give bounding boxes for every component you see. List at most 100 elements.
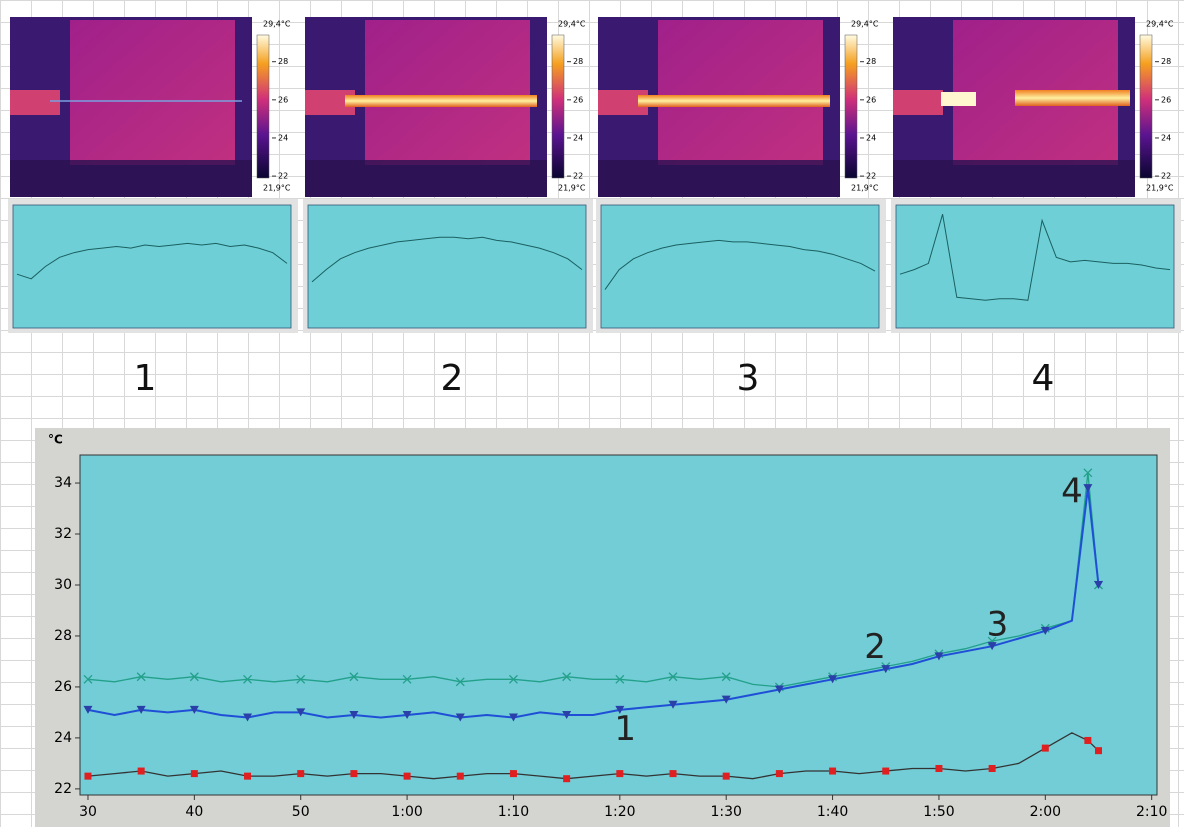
point bbox=[615, 674, 625, 684]
point bbox=[616, 770, 624, 778]
scale-tick-label: 24 bbox=[278, 133, 288, 142]
thermal-panel: 29,4°C 21,9°C 28 26 24 22 bbox=[596, 17, 886, 333]
scale-min: 21,9°C bbox=[851, 184, 879, 193]
point bbox=[722, 772, 730, 780]
point bbox=[189, 705, 199, 714]
scale-max: 29,4°C bbox=[1146, 20, 1174, 29]
hot-line bbox=[941, 92, 976, 106]
profile-plot bbox=[307, 204, 587, 329]
point bbox=[935, 764, 943, 772]
point bbox=[137, 767, 145, 775]
point bbox=[1094, 747, 1102, 755]
point bbox=[297, 770, 305, 778]
color-scale bbox=[1139, 34, 1153, 179]
profile-line bbox=[604, 239, 876, 290]
point bbox=[1093, 580, 1103, 589]
series-line bbox=[87, 487, 1100, 719]
hot-line bbox=[638, 95, 830, 107]
y-tick-label: 26 bbox=[54, 679, 72, 695]
point bbox=[83, 705, 93, 714]
x-tick-label: 2:00 bbox=[1030, 804, 1061, 820]
scale-tick-label: 26 bbox=[573, 95, 583, 104]
thermal-panel: 29,4°C 21,9°C 28 26 24 22 bbox=[891, 17, 1181, 333]
x-tick-label: 1:30 bbox=[710, 804, 741, 820]
x-tick-label: 40 bbox=[185, 804, 203, 820]
scale-tick-label: 28 bbox=[1161, 57, 1171, 66]
point bbox=[243, 674, 252, 684]
point bbox=[934, 652, 944, 661]
scale-tick-label: 28 bbox=[866, 57, 876, 66]
color-scale bbox=[256, 34, 270, 179]
point bbox=[775, 770, 783, 778]
point bbox=[190, 770, 198, 778]
point bbox=[562, 672, 572, 682]
series-line bbox=[87, 472, 1100, 688]
point bbox=[563, 775, 571, 783]
point bbox=[668, 672, 678, 682]
y-tick-label: 22 bbox=[54, 781, 72, 797]
scale-max: 29,4°C bbox=[263, 20, 291, 29]
thermal-body bbox=[365, 20, 530, 165]
point bbox=[189, 672, 199, 682]
scale-tick-label: 24 bbox=[573, 133, 583, 142]
point bbox=[83, 674, 93, 684]
point bbox=[243, 713, 253, 722]
point bbox=[456, 772, 464, 780]
panel-number: 2 bbox=[441, 358, 464, 399]
profile-plot bbox=[895, 204, 1175, 329]
point bbox=[829, 767, 837, 775]
scale-tick-label: 24 bbox=[1161, 133, 1171, 142]
scale-tick-label: 28 bbox=[573, 57, 583, 66]
point bbox=[455, 713, 465, 722]
panel-number: 1 bbox=[134, 358, 157, 399]
point bbox=[828, 675, 838, 684]
thermal-body bbox=[70, 20, 235, 165]
annotation: 4 bbox=[1061, 472, 1083, 512]
thermal-shadow bbox=[893, 160, 1135, 197]
profile-line bbox=[899, 214, 1171, 301]
scale-tick-label: 26 bbox=[866, 95, 876, 104]
point bbox=[721, 695, 731, 704]
plot-area bbox=[79, 454, 1158, 796]
point bbox=[244, 772, 252, 780]
scale-tick-label: 24 bbox=[866, 133, 876, 142]
point bbox=[987, 642, 997, 651]
point bbox=[136, 672, 146, 682]
scale-max: 29,4°C bbox=[851, 20, 879, 29]
point bbox=[882, 767, 890, 775]
point bbox=[615, 705, 625, 714]
scale-min: 21,9°C bbox=[558, 184, 586, 193]
hot-line bbox=[345, 95, 537, 107]
x-tick-label: 1:00 bbox=[391, 804, 422, 820]
profile-plot bbox=[12, 204, 292, 329]
profile-line bbox=[311, 236, 583, 283]
annotation: 3 bbox=[987, 604, 1009, 644]
point bbox=[84, 772, 92, 780]
point bbox=[881, 665, 891, 674]
annotation: 1 bbox=[614, 709, 636, 749]
point bbox=[296, 674, 306, 684]
thermal-shadow bbox=[305, 160, 547, 197]
x-tick-label: 2:10 bbox=[1136, 804, 1167, 820]
hot-line bbox=[1015, 90, 1130, 106]
series-line bbox=[87, 732, 1099, 780]
scale-tick-label: 22 bbox=[866, 172, 876, 181]
point bbox=[296, 708, 306, 717]
y-tick-label: 24 bbox=[54, 730, 72, 746]
thermal-shadow bbox=[10, 160, 252, 197]
profile-line bbox=[16, 242, 288, 280]
color-scale bbox=[844, 34, 858, 179]
y-tick-label: 32 bbox=[54, 526, 72, 542]
y-axis-label: °C bbox=[48, 433, 63, 447]
thermal-body bbox=[658, 20, 823, 165]
profile-plot bbox=[600, 204, 880, 329]
point bbox=[1041, 744, 1049, 752]
point bbox=[402, 710, 412, 719]
y-tick-label: 30 bbox=[54, 577, 72, 593]
x-tick-label: 1:50 bbox=[923, 804, 954, 820]
thermal-panel: 29,4°C 21,9°C 28 26 24 22 bbox=[8, 17, 298, 333]
panel-number: 3 bbox=[737, 358, 760, 399]
panel-number: 4 bbox=[1032, 358, 1055, 399]
